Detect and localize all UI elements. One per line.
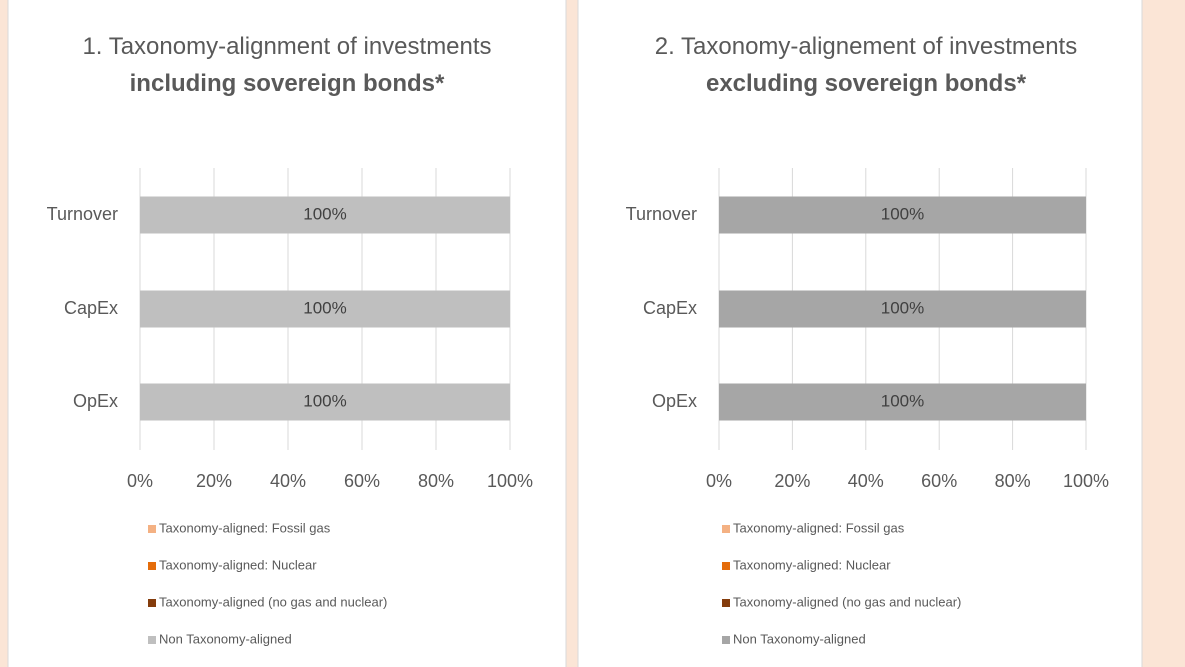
legend-swatch [148,636,156,644]
legend-label: Non Taxonomy-aligned [733,631,866,646]
legend-label: Taxonomy-aligned: Fossil gas [733,520,905,535]
x-tick-label: 40% [270,471,306,491]
bar-segment [140,290,510,328]
legend-label: Non Taxonomy-aligned [159,631,292,646]
chart-title: 1. Taxonomy-alignment of investments inc… [72,28,502,102]
legend-label: Taxonomy-aligned: Fossil gas [159,520,331,535]
x-tick-label: 0% [127,471,153,491]
legend-swatch [148,525,156,533]
legend-label: Taxonomy-aligned (no gas and nuclear) [159,594,387,609]
title-emphasis: excluding sovereign bonds* [705,70,1027,97]
y-tick-label: CapEx [643,298,697,318]
value-label: 100% [881,204,924,223]
bar-segment [140,196,510,234]
value-label: 100% [881,298,924,317]
y-tick-label: Turnover [626,204,697,224]
panel [577,0,1143,667]
legend-label: Taxonomy-aligned: Nuclear [733,557,891,572]
x-tick-label: 0% [706,471,732,491]
x-tick-label: 20% [774,471,810,491]
bar-segment [719,383,1086,421]
x-tick-label: 60% [344,471,380,491]
title-text: 1. Taxonomy-alignment of investments [82,33,492,60]
bar-segment [140,383,510,421]
legend-swatch [722,636,730,644]
x-tick-label: 100% [1063,471,1109,491]
bar-segment [719,290,1086,328]
value-label: 100% [881,391,924,410]
legend-swatch [148,599,156,607]
value-label: 100% [303,391,346,410]
x-tick-label: 100% [487,471,533,491]
y-tick-label: OpEx [73,391,118,411]
x-tick-label: 20% [196,471,232,491]
legend-swatch [148,562,156,570]
legend-swatch [722,525,730,533]
value-label: 100% [303,204,346,223]
x-tick-label: 60% [921,471,957,491]
x-tick-label: 40% [848,471,884,491]
legend-swatch [722,562,730,570]
chart-title: 2. Taxonomy-alignement of investments ex… [651,28,1081,102]
title-emphasis: including sovereign bonds* [129,70,445,97]
legend-swatch [722,599,730,607]
title-text: 2. Taxonomy-alignement of investments [654,33,1078,60]
y-tick-label: OpEx [652,391,697,411]
panel [7,0,567,667]
x-tick-label: 80% [418,471,454,491]
y-tick-label: Turnover [47,204,118,224]
y-tick-label: CapEx [64,298,118,318]
legend-label: Taxonomy-aligned: Nuclear [159,557,317,572]
value-label: 100% [303,298,346,317]
x-tick-label: 80% [995,471,1031,491]
bar-segment [719,196,1086,234]
legend-label: Taxonomy-aligned (no gas and nuclear) [733,594,961,609]
